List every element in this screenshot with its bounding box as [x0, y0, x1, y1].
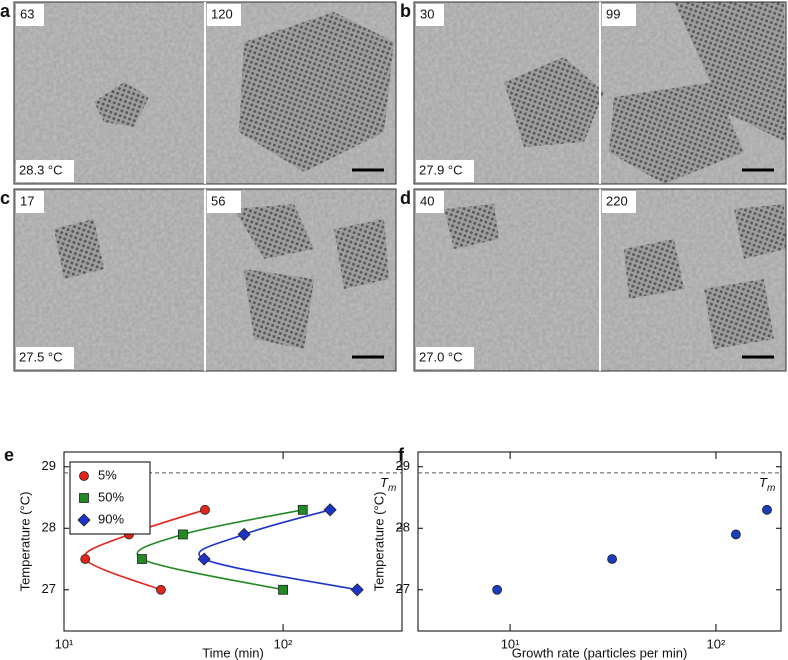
time-label: 17: [20, 193, 34, 208]
time-label-box: [602, 191, 636, 213]
temperature-label: 28.3 °C: [19, 162, 63, 177]
crystal: [334, 219, 389, 289]
fit-curve: [136, 509, 303, 591]
temperature-label-box: [16, 160, 74, 182]
crystal: [234, 204, 314, 259]
legend-label: 90%: [98, 511, 124, 526]
time-label-box: [16, 4, 44, 26]
crystal: [239, 12, 394, 172]
legend-label: 5%: [98, 467, 117, 482]
time-label: 99: [606, 6, 620, 21]
temperature-label-box: [416, 347, 474, 369]
time-label-box: [16, 191, 44, 213]
data-point: [200, 504, 210, 515]
crystal: [244, 269, 314, 349]
data-point: [350, 583, 364, 597]
data-point: [297, 504, 308, 515]
panel-letter: d: [400, 188, 411, 208]
reference-label: Tm: [380, 475, 396, 493]
y-axis-title: Temperature (°C): [17, 492, 32, 592]
legend-label: 50%: [98, 489, 124, 504]
data-point: [137, 554, 147, 564]
crystal: [54, 219, 104, 279]
time-label-box: [207, 191, 241, 213]
legend-marker: [79, 471, 89, 481]
data-point: [278, 584, 288, 595]
crystal: [624, 239, 684, 299]
data-point: [731, 529, 741, 540]
time-label: 40: [420, 193, 434, 208]
time-label: 220: [606, 193, 628, 208]
reference-label-main: T: [759, 475, 768, 490]
y-tick-label: 29: [42, 458, 56, 473]
x-tick-label: 10¹: [55, 636, 74, 651]
data-point: [323, 503, 337, 517]
temperature-label-box: [416, 160, 474, 182]
panel-letter: c: [0, 188, 10, 208]
time-label: 120: [211, 6, 233, 21]
data-point: [80, 554, 91, 564]
y-tick-label: 27: [42, 581, 56, 596]
panel-letter: e: [4, 445, 14, 465]
reference-label-sub: m: [388, 483, 396, 494]
temperature-label-box: [16, 347, 74, 369]
plot-area: [417, 451, 782, 632]
x-tick-label: 10²: [274, 636, 293, 651]
time-label-box: [602, 4, 636, 26]
reference-label-main: T: [380, 475, 389, 490]
crystal: [444, 204, 499, 249]
crystal: [94, 82, 149, 127]
panel-letter: a: [0, 1, 11, 21]
data-point: [178, 529, 188, 540]
crystal: [704, 279, 774, 349]
panel-letter: f: [398, 445, 405, 465]
time-label-box: [416, 4, 444, 26]
x-axis-title: Growth rate (particles per min): [512, 645, 688, 660]
temperature-label: 27.0 °C: [419, 349, 463, 364]
data-point: [607, 554, 618, 564]
y-tick-label: 27: [396, 581, 410, 596]
legend-marker: [77, 513, 91, 527]
x-tick-label: 10²: [707, 636, 726, 651]
temperature-label: 27.9 °C: [419, 162, 463, 177]
legend-marker: [79, 493, 89, 503]
fit-curve: [198, 509, 358, 591]
y-tick-label: 28: [42, 520, 56, 535]
crystal: [504, 57, 604, 147]
crystal: [609, 82, 744, 184]
time-label: 56: [211, 193, 225, 208]
x-axis-title: Time (min): [202, 645, 264, 660]
data-point: [492, 584, 503, 595]
panel-letter: b: [400, 1, 411, 21]
fit-curve: [83, 509, 206, 591]
data-point: [762, 504, 772, 515]
reference-label: Tm: [759, 475, 775, 493]
time-label: 63: [20, 6, 34, 21]
x-tick-label: 10¹: [501, 636, 520, 651]
temperature-label: 27.5 °C: [19, 349, 63, 364]
data-point: [197, 552, 211, 566]
time-label-box: [207, 4, 241, 26]
data-point: [156, 584, 166, 595]
y-axis-title: Temperature (°C): [371, 492, 386, 592]
time-label: 30: [420, 6, 434, 21]
data-point: [237, 527, 251, 541]
reference-label-sub: m: [767, 483, 775, 494]
y-tick-label: 29: [396, 458, 410, 473]
time-label-box: [416, 191, 444, 213]
crystal: [734, 204, 786, 259]
y-tick-label: 28: [396, 520, 410, 535]
crystal: [674, 2, 786, 142]
